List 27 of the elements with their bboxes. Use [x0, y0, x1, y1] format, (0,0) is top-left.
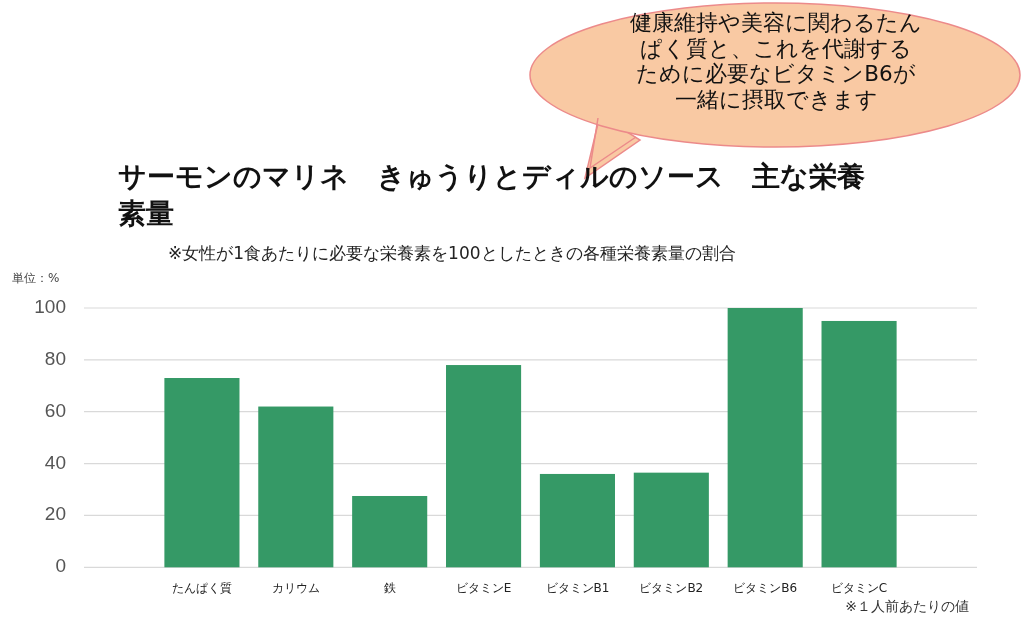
x-tick-label: ビタミンC: [829, 580, 889, 597]
text: 健康維持や美容に関わるたんぱく質と、これを代謝するために必要なビタミンB6が一緒に摂取できます: [630, 10, 922, 112]
x-tick-label: たんぱく質: [170, 580, 233, 597]
y-tick-label: 60: [43, 399, 66, 422]
x-tick-label: カリウム: [270, 580, 321, 597]
y-tick-label: 80: [43, 347, 66, 370]
bar: [352, 495, 428, 568]
bar: [446, 365, 522, 568]
chart-subtitle: ※女性が1食あたりに必要な栄養素を100としたときの各種栄養素量の割合: [168, 243, 737, 264]
y-tick-label: 100: [33, 296, 66, 318]
x-tick-label: ビタミンB1: [544, 580, 611, 597]
x-tick-label: ビタミンE: [454, 580, 513, 597]
y-tick-label: 20: [43, 503, 66, 526]
text: ※１人前あたりの値: [845, 598, 969, 616]
bar: [539, 473, 615, 568]
x-tick-label: ビタミンB6: [732, 580, 799, 597]
x-tick-label: ビタミンB2: [638, 580, 705, 597]
bar: [258, 406, 334, 568]
y-tick-label: 40: [43, 451, 66, 474]
x-tick-label: 鉄: [382, 580, 397, 597]
chart-title: サーモンのマリネ きゅうりとディルのソース 主な栄養素量: [118, 159, 866, 231]
y-axis-title: 単位：%: [12, 270, 60, 287]
bar: [633, 472, 709, 568]
bar: [164, 378, 240, 568]
bar: [727, 308, 803, 568]
y-tick-label: 0: [54, 555, 66, 578]
bar: [821, 320, 897, 568]
